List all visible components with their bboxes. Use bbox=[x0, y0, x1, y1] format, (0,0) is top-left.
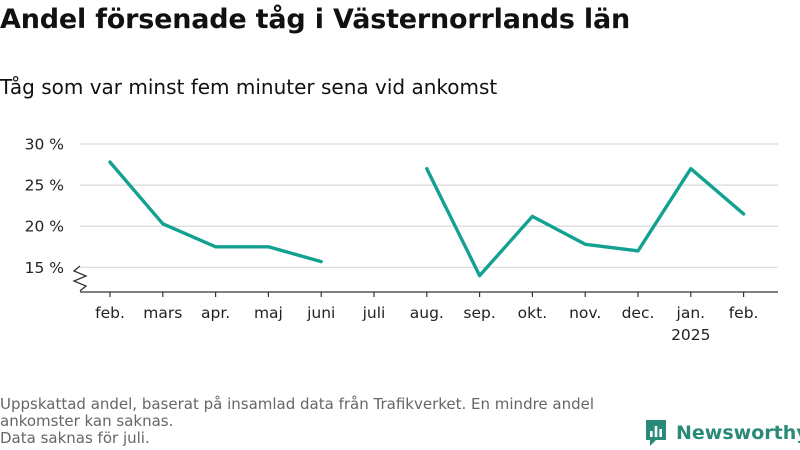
x-tick-label: nov. bbox=[569, 304, 601, 322]
x-tick-label: juli bbox=[362, 304, 386, 322]
series-line bbox=[425, 166, 746, 278]
source-note: Uppskattad andel, baserat på insamlad da… bbox=[0, 396, 630, 447]
x-tick-label: mars bbox=[143, 304, 182, 322]
source-line: Uppskattad andel, baserat på insamlad da… bbox=[0, 395, 595, 430]
chart-title: Andel försenade tåg i Västernorrlands lä… bbox=[0, 4, 631, 35]
x-tick-label: apr. bbox=[201, 304, 230, 322]
y-tick-label: 25 % bbox=[25, 177, 64, 195]
y-tick-label: 30 % bbox=[25, 136, 64, 154]
x-tick-label: jan. bbox=[676, 304, 706, 322]
x-tick-label: aug. bbox=[410, 304, 444, 322]
newsworthy-logo-icon bbox=[646, 420, 666, 446]
x-axis bbox=[72, 265, 778, 293]
y-tick-label: 15 % bbox=[25, 259, 64, 277]
brand: Newsworthy bbox=[644, 418, 800, 448]
source-line: Data saknas för juli. bbox=[0, 429, 150, 447]
x-tick-label: maj bbox=[254, 304, 283, 322]
series-line bbox=[108, 160, 323, 264]
y-tick-label: 20 % bbox=[25, 218, 64, 236]
x-tick-label: dec. bbox=[622, 304, 655, 322]
x-axis-ticks: feb. mars apr. maj juni juli aug. sep. okt. nov. d… bbox=[95, 292, 758, 344]
x-tick-label: okt. bbox=[518, 304, 547, 322]
chart-subtitle: Tåg som var minst fem minuter sena vid a… bbox=[0, 75, 498, 99]
series-lines bbox=[108, 160, 746, 278]
x-tick-label: juni bbox=[306, 304, 335, 322]
x-tick-sublabel: 2025 bbox=[671, 326, 710, 344]
axis-break-marker bbox=[72, 265, 88, 292]
x-tick-label: feb. bbox=[729, 304, 759, 322]
brand-name: Newsworthy bbox=[676, 422, 800, 444]
y-axis-ticks: 15 % 20 % 25 % 30 % bbox=[25, 136, 64, 277]
x-tick-label: feb. bbox=[95, 304, 125, 322]
x-tick-label: sep. bbox=[463, 304, 495, 322]
gridlines bbox=[80, 143, 778, 268]
